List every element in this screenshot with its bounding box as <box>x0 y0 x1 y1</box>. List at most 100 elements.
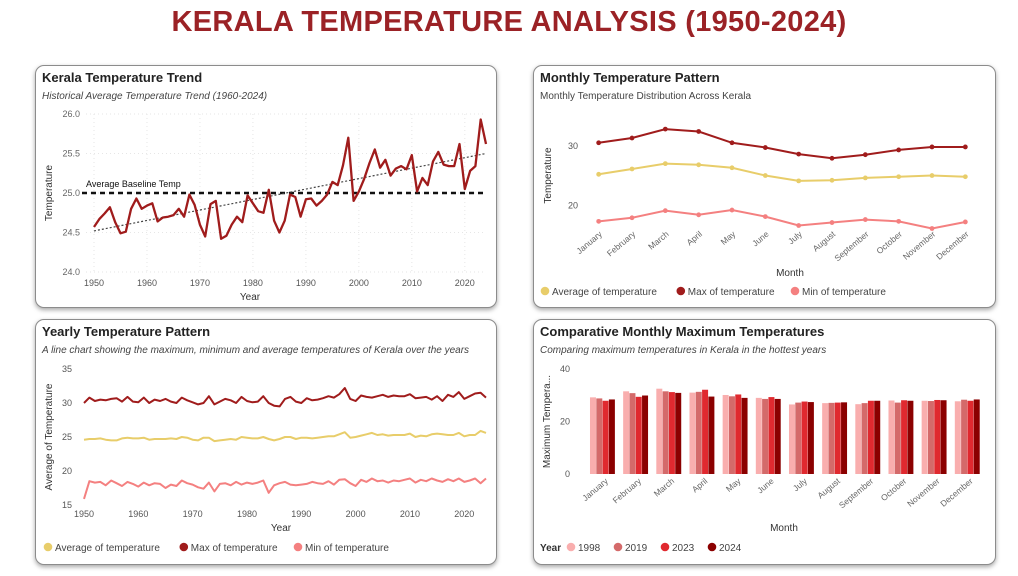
data-point <box>696 162 702 168</box>
bar <box>589 397 596 474</box>
x-tick-label: February <box>611 475 644 505</box>
bar <box>907 400 914 474</box>
bar <box>596 398 603 474</box>
y-tick-label: 24.5 <box>62 228 80 238</box>
data-point <box>762 214 768 219</box>
legend-label: Min of temperature <box>802 287 886 298</box>
x-tick-label: 1950 <box>74 509 94 519</box>
data-point <box>929 173 935 178</box>
x-axis-title: Month <box>770 523 798 534</box>
x-tick-label: 2020 <box>455 278 475 288</box>
trend-title: Kerala Temperature Trend <box>42 70 203 85</box>
bar <box>656 388 663 474</box>
series-line <box>83 477 487 500</box>
legend-label: Min of temperature <box>305 543 389 554</box>
x-tick-label: April <box>690 476 710 495</box>
x-tick-label: 2000 <box>346 509 366 519</box>
bar <box>795 402 802 474</box>
bar <box>921 400 928 474</box>
monthly-chart[interactable]: 20 30 Temperature January February March April… <box>534 66 995 307</box>
yearly-card: Yearly Temperature Pattern A line chart … <box>35 319 497 565</box>
compare-card: Comparative Monthly Maximum Temperatures… <box>533 319 996 565</box>
data-point <box>929 144 935 150</box>
x-tick-label: July <box>786 228 805 246</box>
bar <box>623 391 630 474</box>
x-tick-label: January <box>574 228 604 256</box>
x-tick-label: September <box>837 476 875 510</box>
bar <box>888 400 895 474</box>
bar <box>668 392 675 474</box>
x-tick-label: 1980 <box>243 278 263 288</box>
x-tick-label: 1970 <box>190 278 210 288</box>
x-tick-label: 2010 <box>400 509 420 519</box>
y-tick-label: 24.0 <box>62 267 80 277</box>
x-tick-label: 2000 <box>349 278 369 288</box>
data-point <box>829 177 835 183</box>
data-point <box>729 165 735 171</box>
bar <box>629 393 636 474</box>
data-point <box>862 217 868 222</box>
data-point <box>696 212 702 218</box>
bar <box>901 400 908 474</box>
bar <box>602 400 609 474</box>
y-tick-label: 30 <box>568 141 578 151</box>
bar <box>927 401 934 474</box>
data-point <box>862 175 868 181</box>
series-line <box>598 162 966 182</box>
y-tick-label: 0 <box>565 469 570 479</box>
x-tick-label: May <box>719 228 738 246</box>
trend-chart[interactable]: 24.0 24.5 25.0 25.5 26.0 1950 1960 1970 1980 1990… <box>36 66 496 307</box>
bar <box>973 399 980 474</box>
bar <box>934 399 941 474</box>
x-tick-label: December <box>934 229 971 262</box>
yearly-subtitle: A line chart showing the maximum, minimu… <box>42 345 470 356</box>
data-point <box>762 173 768 178</box>
x-tick-label: May <box>724 475 743 493</box>
x-tick-label: October <box>874 229 904 256</box>
baseline-label: Average Baseline Temp <box>86 179 181 189</box>
data-point <box>896 147 902 153</box>
bar <box>722 394 729 474</box>
x-tick-label: 1990 <box>296 278 316 288</box>
bar <box>708 396 715 474</box>
legend-marker <box>179 542 189 552</box>
legend-label: 2023 <box>672 543 695 554</box>
legend-marker <box>566 542 576 552</box>
bar <box>702 389 709 474</box>
trend-series-line <box>93 118 488 240</box>
x-tick-label: 1980 <box>237 509 257 519</box>
x-axis-title: Year <box>271 523 292 534</box>
monthly-subtitle: Monthly Temperature Distribution Across … <box>540 91 752 102</box>
series-line <box>598 208 966 230</box>
compare-chart[interactable]: 0 20 40 Maximum Tempera... January February Ma… <box>534 320 995 564</box>
series-line <box>598 128 966 160</box>
data-point <box>829 220 835 225</box>
legend-marker <box>790 286 800 296</box>
bar <box>695 391 702 474</box>
x-tick-label: 2010 <box>402 278 422 288</box>
legend-marker <box>613 542 623 552</box>
x-tick-label: February <box>605 228 638 258</box>
bar <box>834 402 841 474</box>
legend-label: Average of temperature <box>552 287 657 298</box>
bar <box>801 401 808 474</box>
bar <box>841 402 848 474</box>
data-point <box>962 144 968 150</box>
y-tick-label: 26.0 <box>62 109 80 119</box>
x-tick-label: June <box>755 476 776 496</box>
x-tick-label: June <box>750 229 771 249</box>
y-tick-label: 30 <box>62 398 72 408</box>
x-tick-label: 1990 <box>291 509 311 519</box>
x-tick-label: August <box>811 228 838 253</box>
x-tick-label: March <box>652 476 677 499</box>
x-tick-label: January <box>580 475 610 503</box>
x-tick-label: 1950 <box>84 278 104 288</box>
yearly-title: Yearly Temperature Pattern <box>42 324 211 339</box>
trend-card: Kerala Temperature Trend Historical Aver… <box>35 65 497 308</box>
bar <box>894 402 901 474</box>
yearly-chart[interactable]: 15 20 25 30 35 1950 1960 1970 1980 1990 2000 2010 20… <box>36 320 496 564</box>
bar <box>675 392 682 474</box>
x-tick-label: April <box>684 229 704 248</box>
series-line <box>83 387 487 408</box>
bar <box>855 404 862 474</box>
